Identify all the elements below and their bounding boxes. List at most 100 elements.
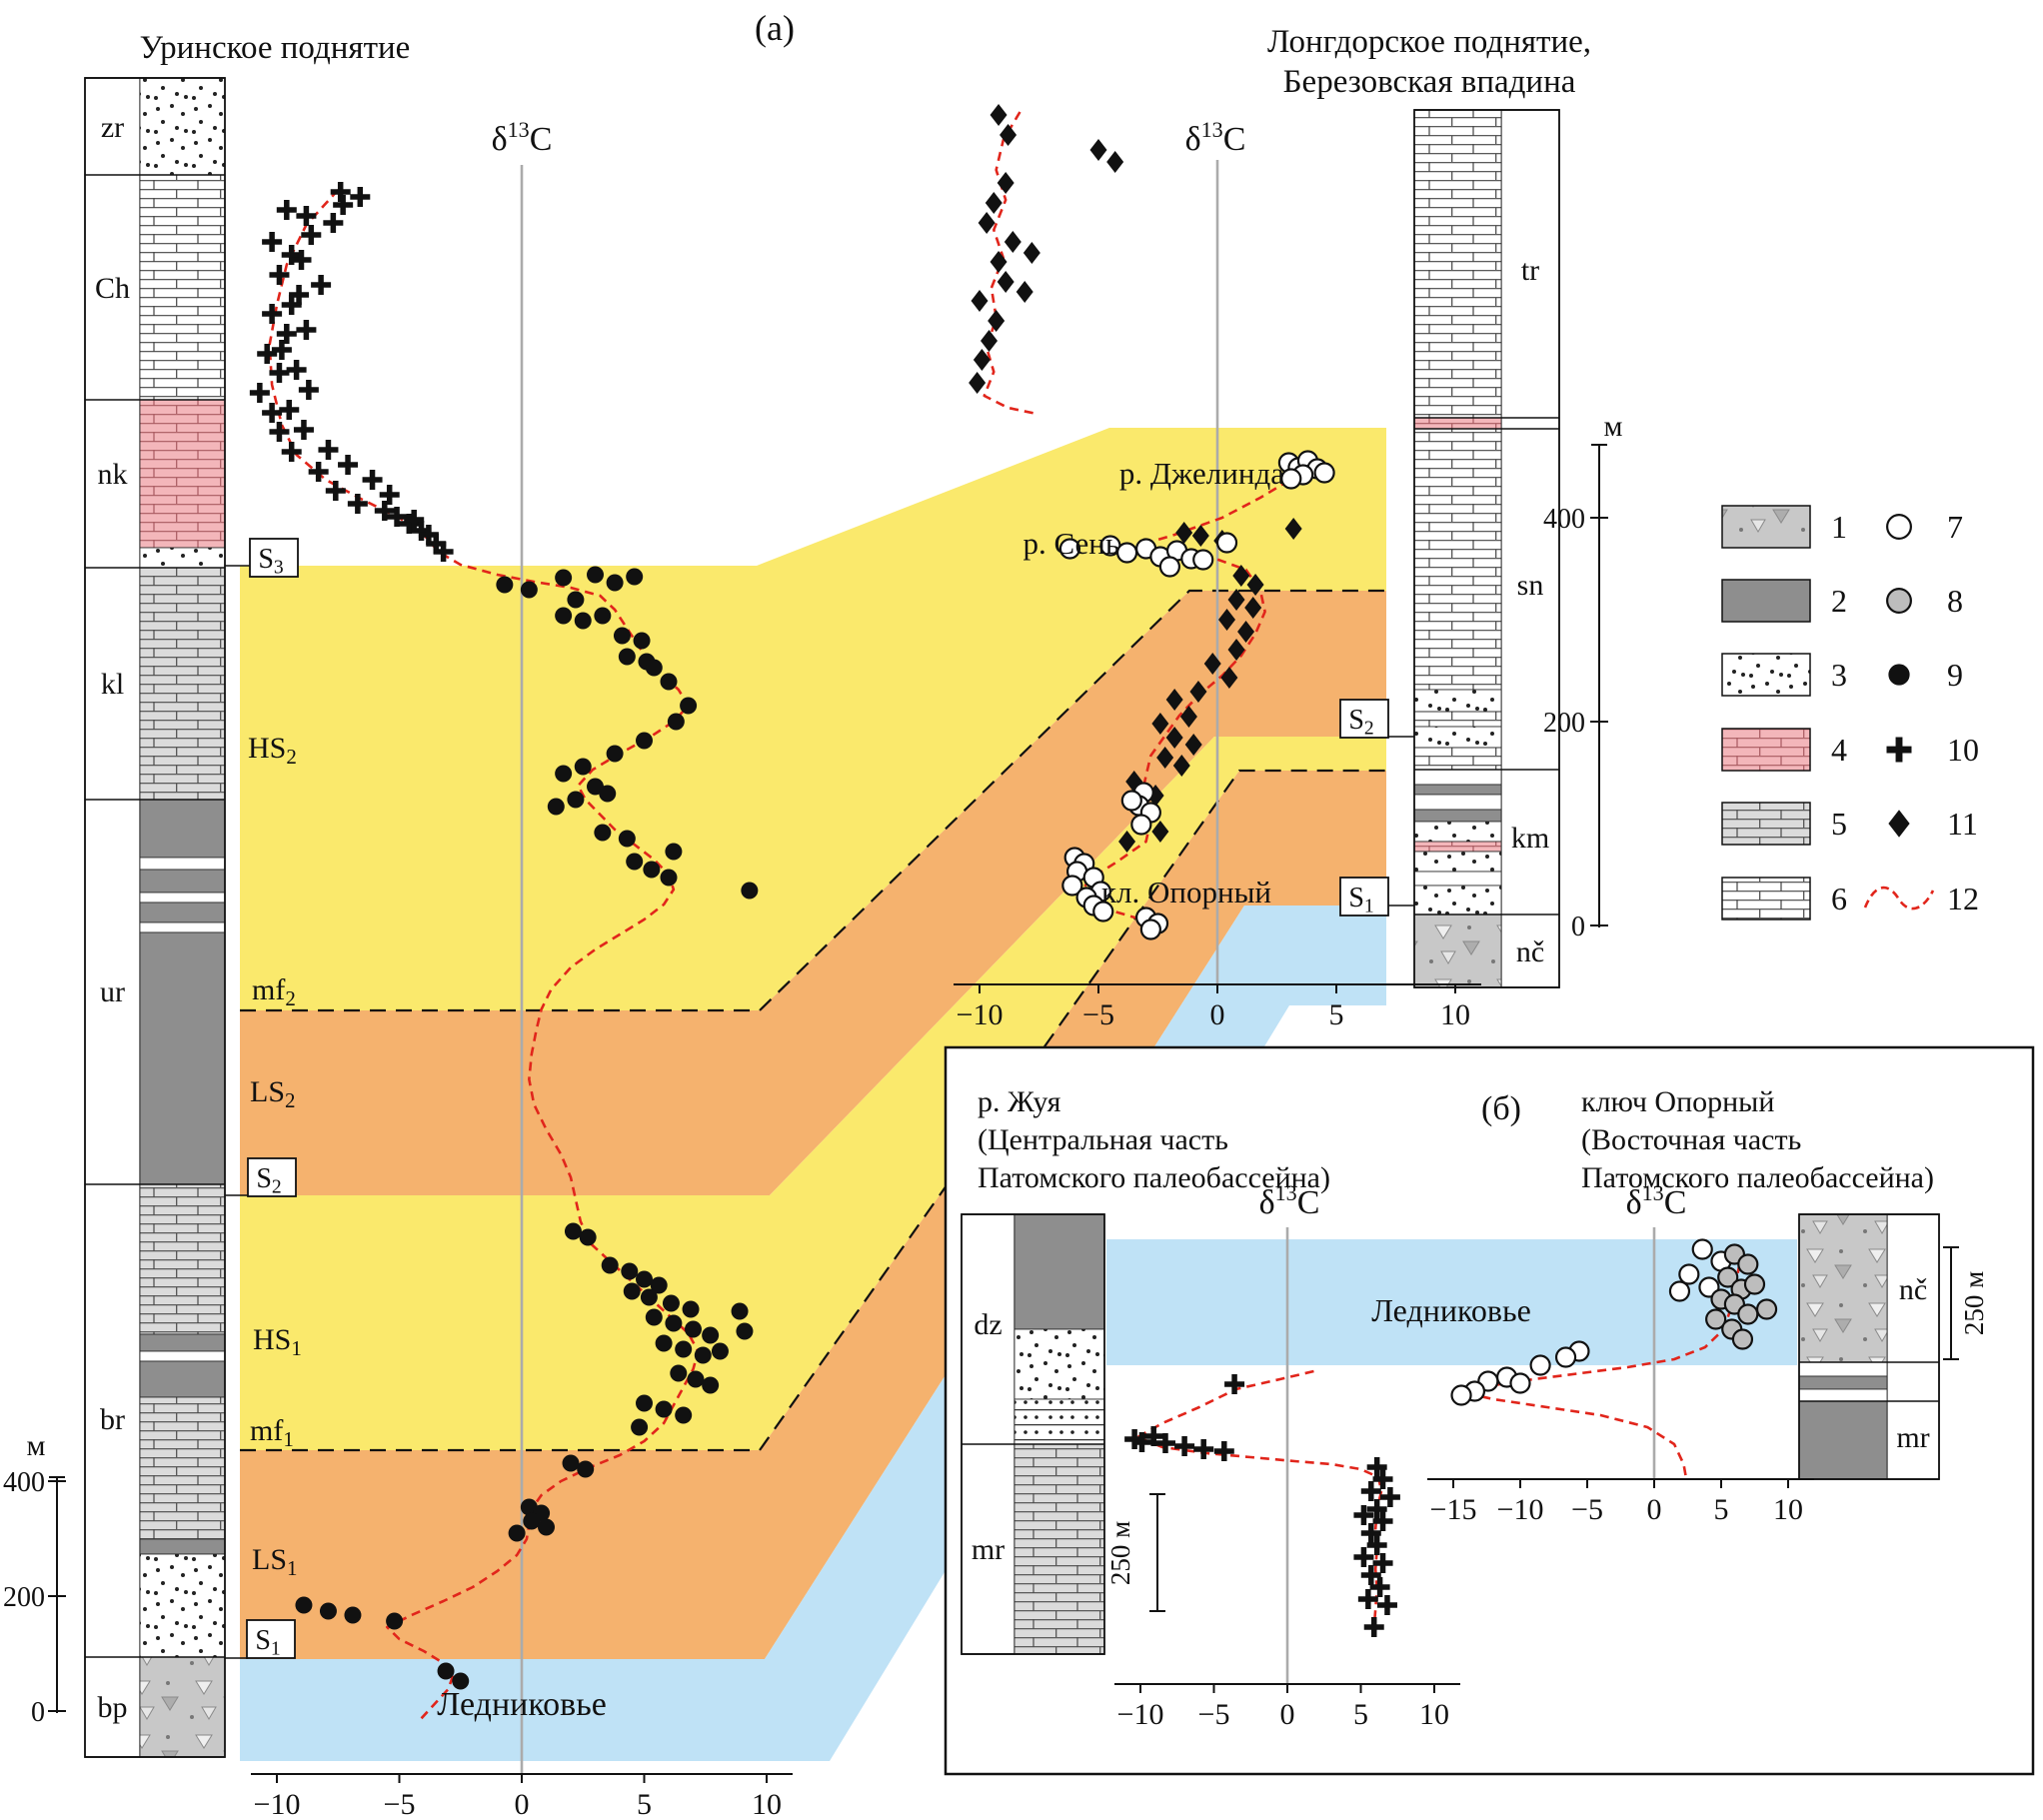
point-cross (433, 542, 454, 562)
point-circle-black (665, 843, 683, 861)
lith-layer-brickWhite (1413, 428, 1502, 691)
lith-layer-shale (1798, 1375, 1888, 1390)
legend-swatch-shale (1721, 579, 1811, 623)
lith-layer-dots (139, 547, 226, 569)
point-cross (350, 187, 371, 207)
point-circle-black (564, 1222, 582, 1240)
lith-layer-brickPink (1413, 841, 1502, 853)
lith-layer-white (139, 857, 226, 871)
point-diamond (1232, 565, 1250, 587)
point-diamond (1227, 589, 1245, 611)
point-circle-black (645, 1308, 663, 1326)
lith-layer-dots (139, 1553, 226, 1658)
point-cross (279, 400, 300, 420)
lith-layer-shale (1413, 809, 1502, 823)
legend-red-curve (1863, 886, 1935, 910)
point-circle-gray (1743, 1273, 1766, 1295)
point-circle-white (1313, 462, 1335, 484)
meter-unit-label: м (27, 1429, 46, 1462)
lith-layer-brickGray (139, 1183, 226, 1335)
band-ls2-orange (240, 591, 1386, 1195)
point-diamond (1237, 621, 1255, 643)
point-diamond (997, 172, 1015, 194)
point-circle-black (577, 1460, 595, 1478)
b-left-title-line2: (Центральная часть (978, 1123, 1228, 1156)
x-tick-label: −5 (384, 1788, 416, 1820)
point-circle-black (562, 1454, 580, 1472)
lith-layer-shale (139, 869, 226, 894)
point-circle-black (670, 1364, 688, 1382)
point-diamond (1118, 831, 1136, 853)
point-circle-black (675, 1406, 693, 1424)
point-cross (269, 265, 290, 285)
sequence-boundary-label: S1 (1348, 883, 1373, 917)
point-cross (298, 380, 319, 400)
unit-label-dz: dz (974, 1308, 1002, 1341)
sequence-boundary-box (247, 1157, 297, 1197)
point-circle-black (741, 882, 759, 900)
unit-label-br: br (100, 1403, 125, 1436)
point-circle-white (1192, 549, 1214, 571)
x-tick-label: −5 (1571, 1493, 1603, 1526)
point-circle-white (1668, 1280, 1691, 1302)
point-circle-white (1120, 790, 1142, 812)
point-circle-black (680, 697, 698, 715)
point-circle-black (574, 758, 592, 776)
column-outline-longdor (1413, 109, 1560, 988)
point-diamond (990, 251, 1008, 273)
lith-layer-dots (1413, 821, 1502, 843)
point-circle-white (1092, 901, 1114, 922)
point-circle-black (636, 732, 653, 750)
lith-layer-brickWhite (1413, 711, 1502, 728)
lith-layer-white (1413, 769, 1502, 786)
point-circle-black (711, 1342, 729, 1360)
label-dzhelinda: р. Джелинда (1119, 456, 1284, 491)
x-tick-label: 5 (1714, 1493, 1729, 1526)
lith-layer-shale (1798, 1400, 1888, 1480)
point-cross (271, 340, 292, 360)
point-circle-gray (1717, 1266, 1739, 1288)
sequence-boundary-box (1339, 877, 1389, 916)
column-label-strip-oporny (1886, 1213, 1940, 1480)
point-circle-black (319, 1602, 337, 1620)
legend-number: 9 (1947, 657, 1963, 693)
point-cross (308, 462, 329, 482)
point-circle-black (633, 632, 651, 650)
right-section-title-line1: Лонгдорское поднятие, (1267, 24, 1591, 60)
column-label-strip-urinskoe (84, 77, 141, 1758)
point-circle-black (660, 869, 678, 887)
point-diamond (1227, 639, 1245, 661)
point-circle-black (736, 1322, 754, 1340)
point-circle-white (1158, 556, 1181, 578)
scale-bar-label: 250 м (1105, 1521, 1135, 1585)
legend-number: 11 (1947, 806, 1978, 842)
unit-label-Ch: Ch (95, 272, 130, 305)
point-cross (1363, 1617, 1384, 1637)
point-circle-white (1886, 514, 1912, 540)
point-cross (323, 213, 344, 233)
point-cross (1353, 1547, 1374, 1567)
point-cross (293, 420, 314, 440)
sequence-boundary-box (249, 538, 299, 578)
point-circle-black (594, 824, 612, 842)
point-circle-black (665, 1314, 683, 1332)
point-diamond (978, 212, 996, 234)
unit-label-mr: mr (1896, 1421, 1929, 1454)
x-tick-label: −15 (1430, 1493, 1477, 1526)
point-diamond (1179, 706, 1197, 728)
x-tick-label: 0 (1210, 998, 1225, 1031)
point-circle-black (621, 1262, 639, 1280)
point-cross (1366, 1457, 1387, 1477)
sequence-boundary-box (1339, 699, 1389, 739)
point-cross (379, 485, 400, 505)
lith-layer-brickWhite (139, 174, 226, 401)
x-tick-label: 5 (1353, 1698, 1368, 1731)
x-tick-label: 10 (752, 1788, 782, 1820)
point-cross (262, 304, 283, 324)
point-cross (311, 275, 332, 295)
point-cross (362, 470, 383, 490)
lith-layer-brickGray (1014, 1443, 1105, 1655)
b-left-title-line1: р. Жуя (978, 1085, 1061, 1118)
point-circle-white (1215, 532, 1238, 554)
